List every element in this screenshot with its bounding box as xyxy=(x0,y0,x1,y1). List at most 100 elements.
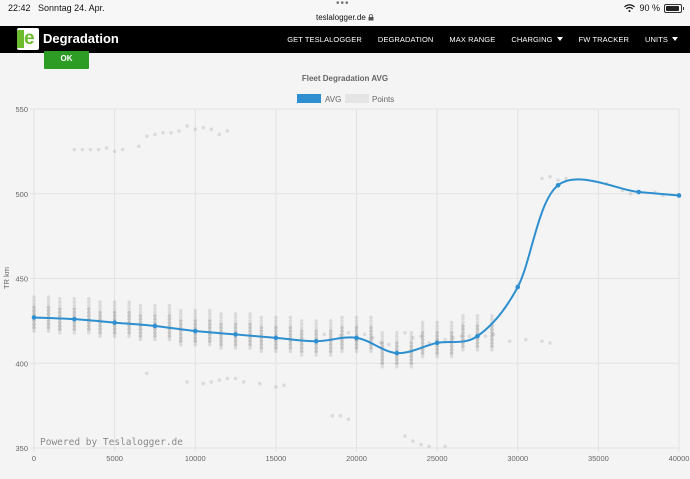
scatter-point[interactable] xyxy=(32,319,36,323)
scatter-point[interactable] xyxy=(207,308,212,313)
scatter-point[interactable] xyxy=(449,344,454,349)
scatter-point[interactable] xyxy=(178,322,183,327)
scatter-point[interactable] xyxy=(369,319,373,323)
scatter-point[interactable] xyxy=(138,303,143,308)
scatter-point[interactable] xyxy=(193,342,198,347)
scatter-point[interactable] xyxy=(420,330,425,335)
scatter-point[interactable] xyxy=(420,354,425,359)
scatter-point[interactable] xyxy=(127,330,131,335)
scatter-point[interactable] xyxy=(475,324,480,328)
scatter-point[interactable] xyxy=(403,434,407,438)
scatter-point[interactable] xyxy=(490,341,494,345)
scatter-point[interactable] xyxy=(233,322,238,327)
scatter-point[interactable] xyxy=(475,330,480,335)
scatter-point[interactable] xyxy=(380,354,385,359)
scatter-point[interactable] xyxy=(435,354,439,359)
scatter-point[interactable] xyxy=(443,337,447,342)
scatter-point[interactable] xyxy=(207,315,212,320)
scatter-point[interactable] xyxy=(288,322,293,327)
scatter-point[interactable] xyxy=(46,308,51,313)
scatter-point[interactable] xyxy=(178,315,183,320)
scatter-point[interactable] xyxy=(475,347,480,352)
scatter-point[interactable] xyxy=(420,351,425,355)
scatter-point[interactable] xyxy=(346,330,351,335)
scatter-point[interactable] xyxy=(153,320,157,325)
scatter-point[interactable] xyxy=(419,334,423,338)
scatter-point[interactable] xyxy=(201,125,206,130)
scatter-point[interactable] xyxy=(58,303,62,308)
scatter-point[interactable] xyxy=(395,358,399,362)
scatter-point[interactable] xyxy=(233,376,238,381)
scatter-point[interactable] xyxy=(274,315,278,320)
scatter-point[interactable] xyxy=(330,413,335,418)
scatter-point[interactable] xyxy=(87,310,91,315)
scatter-point[interactable] xyxy=(178,336,183,340)
scatter-point[interactable] xyxy=(127,313,131,318)
scatter-point[interactable] xyxy=(219,319,223,323)
scatter-point[interactable] xyxy=(328,342,333,347)
scatter-point[interactable] xyxy=(461,313,465,318)
scatter-point[interactable] xyxy=(219,325,223,330)
scatter-point[interactable] xyxy=(58,310,62,315)
scatter-point[interactable] xyxy=(491,332,496,337)
scatter-point[interactable] xyxy=(314,336,318,340)
avg-point[interactable] xyxy=(515,284,521,290)
scatter-point[interactable] xyxy=(233,342,238,347)
scatter-point[interactable] xyxy=(225,376,230,381)
scatter-point[interactable] xyxy=(219,339,223,344)
scatter-point[interactable] xyxy=(314,325,318,330)
scatter-point[interactable] xyxy=(449,354,454,359)
scatter-point[interactable] xyxy=(153,310,157,315)
scatter-point[interactable] xyxy=(241,380,246,384)
scatter-point[interactable] xyxy=(259,342,264,347)
scatter-point[interactable] xyxy=(449,347,454,352)
avg-point[interactable] xyxy=(192,328,198,334)
scatter-point[interactable] xyxy=(72,310,77,315)
scatter-point[interactable] xyxy=(259,315,264,320)
scatter-point[interactable] xyxy=(420,337,425,342)
scatter-point[interactable] xyxy=(369,329,373,333)
scatter-point[interactable] xyxy=(314,329,318,333)
scatter-point[interactable] xyxy=(288,315,293,320)
scatter-point[interactable] xyxy=(299,342,304,347)
scatter-point[interactable] xyxy=(127,334,131,338)
scatter-point[interactable] xyxy=(153,334,157,338)
scatter-point[interactable] xyxy=(248,319,252,323)
scatter-point[interactable] xyxy=(435,337,439,342)
scatter-point[interactable] xyxy=(233,325,238,330)
scatter-point[interactable] xyxy=(193,339,198,344)
scatter-point[interactable] xyxy=(137,144,141,149)
scatter-point[interactable] xyxy=(354,325,359,330)
scatter-point[interactable] xyxy=(207,319,212,323)
scatter-point[interactable] xyxy=(219,322,223,327)
avg-point[interactable] xyxy=(676,193,682,198)
scatter-point[interactable] xyxy=(167,307,172,311)
scatter-point[interactable] xyxy=(46,322,51,327)
scatter-point[interactable] xyxy=(628,191,633,196)
scatter-point[interactable] xyxy=(435,344,439,349)
scatter-point[interactable] xyxy=(409,344,414,349)
nav-item-max-range[interactable]: MAX RANGE xyxy=(449,35,496,44)
scatter-point[interactable] xyxy=(340,329,344,333)
scatter-point[interactable] xyxy=(395,361,399,366)
scatter-point[interactable] xyxy=(127,307,131,311)
scatter-point[interactable] xyxy=(98,327,102,332)
scatter-point[interactable] xyxy=(58,324,62,328)
scatter-point[interactable] xyxy=(138,310,143,315)
scatter-point[interactable] xyxy=(282,383,286,388)
scatter-point[interactable] xyxy=(167,337,172,342)
scatter-point[interactable] xyxy=(378,341,383,345)
scatter-point[interactable] xyxy=(475,320,480,325)
scatter-point[interactable] xyxy=(354,342,359,347)
scatter-point[interactable] xyxy=(490,337,494,342)
scatter-point[interactable] xyxy=(461,327,465,332)
scatter-point[interactable] xyxy=(193,319,198,323)
scatter-point[interactable] xyxy=(490,344,494,349)
scatter-point[interactable] xyxy=(87,300,91,305)
scatter-point[interactable] xyxy=(507,339,512,344)
scatter-point[interactable] xyxy=(167,317,172,321)
scatter-point[interactable] xyxy=(409,330,414,335)
scatter-point[interactable] xyxy=(435,334,439,338)
scatter-point[interactable] xyxy=(87,327,91,332)
scatter-point[interactable] xyxy=(112,303,117,308)
